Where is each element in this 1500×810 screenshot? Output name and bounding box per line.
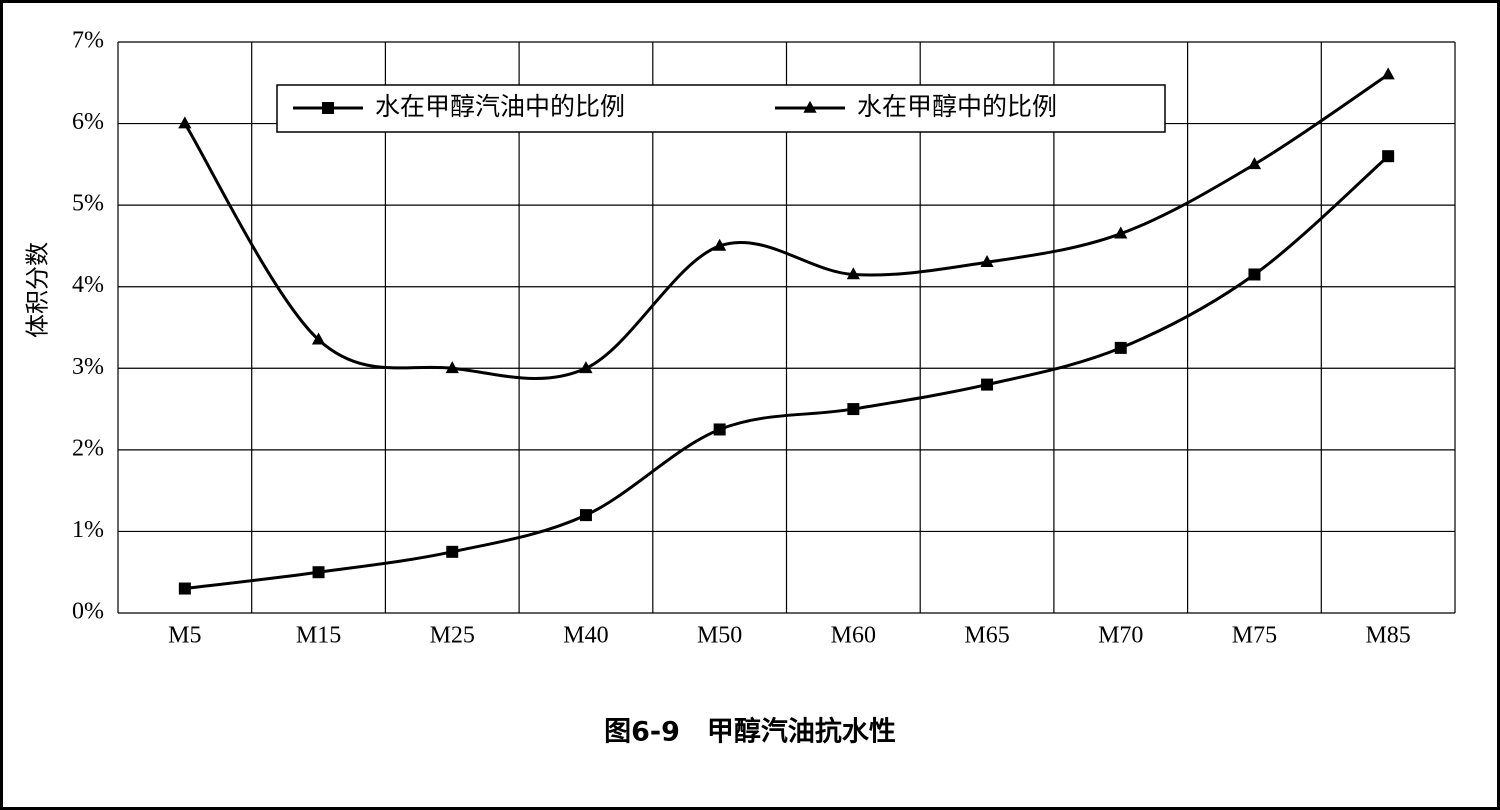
x-tick-label: M60 [831, 623, 876, 649]
x-tick-label: M65 [964, 623, 1009, 649]
x-tick-label: M70 [1098, 623, 1143, 649]
x-tick-label: M5 [168, 623, 201, 649]
y-tick-label: 2% [72, 435, 104, 461]
y-tick-label: 4% [72, 272, 104, 298]
marker [312, 566, 325, 579]
series-line [183, 73, 1389, 380]
y-tick-label: 6% [72, 109, 104, 135]
marker [1248, 268, 1261, 281]
marker [1114, 341, 1127, 354]
marker [980, 255, 994, 268]
marker [1382, 150, 1395, 163]
x-tick-label: M50 [697, 623, 742, 649]
marker [713, 423, 726, 436]
y-tick-label: 1% [72, 517, 104, 543]
marker [713, 238, 727, 251]
x-tick-label: M40 [563, 623, 608, 649]
marker [579, 509, 592, 522]
marker [178, 116, 192, 129]
legend-label: 水在甲醇中的比例 [857, 92, 1057, 121]
legend-label: 水在甲醇汽油中的比例 [375, 92, 625, 121]
marker [178, 582, 191, 595]
marker [846, 267, 860, 280]
x-tick-label: M15 [296, 623, 341, 649]
marker [1381, 67, 1395, 80]
marker [803, 100, 817, 113]
x-tick-label: M25 [430, 623, 475, 649]
marker [322, 102, 334, 114]
marker [1247, 157, 1262, 170]
marker [981, 378, 994, 391]
marker [446, 545, 459, 558]
marker [445, 361, 459, 374]
y-axis-label: 体积分数 [25, 242, 52, 338]
x-tick-label: M75 [1232, 623, 1277, 649]
marker [847, 403, 860, 416]
y-tick-label: 5% [72, 191, 104, 217]
legend [276, 84, 1166, 133]
chart-title: 图6-9 甲醇汽油抗水性 [604, 716, 896, 748]
y-tick-label: 3% [72, 354, 104, 380]
y-tick-label: 7% [72, 28, 104, 54]
y-tick-label: 0% [72, 599, 104, 625]
series-line [184, 155, 1390, 591]
x-tick-label: M85 [1365, 623, 1410, 649]
marker [311, 332, 326, 345]
marker [1114, 226, 1128, 239]
marker [579, 361, 593, 374]
